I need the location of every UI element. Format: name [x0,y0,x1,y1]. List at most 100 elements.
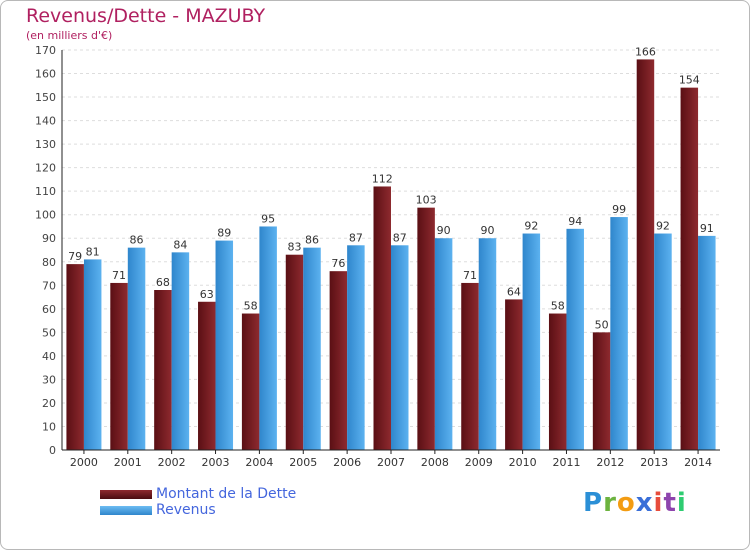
data-label-revenus: 92 [656,220,670,233]
x-tick-label: 2005 [289,456,317,469]
bar-revenus [303,247,321,450]
bar-dette [198,301,216,450]
x-tick-label: 2008 [421,456,449,469]
bars: 79 81718668846389589583867687112871039071… [66,45,716,450]
x-tick-label: 2004 [245,456,273,469]
logo-letter: P [583,488,604,518]
x-tick-label: 2006 [333,456,361,469]
x-tick-label: 2001 [114,456,142,469]
legend-label-revenus: Revenus [156,502,216,518]
data-label-revenus: 95 [261,212,275,225]
data-label-revenus: 84 [173,238,187,251]
bar-revenus [347,245,365,450]
data-label-revenus: 90 [437,224,451,237]
x-tick-label: 2011 [552,456,580,469]
y-tick-label: 10 [42,420,56,433]
y-tick-label: 20 [42,397,56,410]
data-label-revenus: 90 [480,224,494,237]
data-label-revenus: 91 [700,222,714,235]
data-label-revenus: 99 [612,203,626,216]
x-tick-label: 2014 [684,456,712,469]
bar-dette [505,299,523,450]
bar-revenus [610,217,628,450]
bar-revenus [127,247,146,450]
x-tick-label: 2002 [158,456,186,469]
y-tick-label: 30 [42,373,56,386]
bar-revenus [566,228,584,450]
bar-revenus [698,235,716,450]
bar-dette [417,207,435,450]
y-tick-label: 140 [35,115,56,128]
data-label-revenus: 89 [217,227,231,240]
y-tick-label: 0 [49,444,56,457]
y-tick-label: 150 [35,91,56,104]
data-label-dette: 103 [416,194,437,207]
y-tick-label: 170 [35,44,56,57]
data-label-dette: 58 [551,300,565,313]
data-label-dette: 64 [507,285,521,298]
data-label-revenus: 81 [86,245,100,258]
data-label-dette: 79 [68,250,82,263]
bar-dette [548,313,567,450]
bar-dette [636,59,655,450]
legend-swatch-dette [100,490,152,499]
bar-revenus [391,245,409,450]
data-label-dette: 154 [679,74,700,87]
bar-dette [329,271,348,450]
bar-revenus [171,252,190,450]
chart-title: Revenus/Dette - MAZUBY [26,5,266,27]
data-label-dette: 63 [200,288,214,301]
chart-subtitle: (en milliers d'€) [26,29,113,42]
data-label-dette: 71 [463,269,477,282]
data-label-dette: 50 [595,318,609,331]
bar-dette [154,290,172,450]
data-label-revenus: 86 [305,234,319,247]
x-axis: 2000 2001 2002 2003 2004 2005 2006 2007 2008 2009… [62,449,720,469]
data-label-dette: 58 [244,300,258,313]
y-tick-label: 160 [35,68,56,81]
x-tick-label: 2012 [596,456,624,469]
y-axis: 0 10 20 30 40 50 60 70 80 90 100 110 120 130 140 150 160… [35,44,63,457]
bar-revenus [215,240,234,450]
y-tick-label: 130 [35,138,56,151]
data-label-revenus: 94 [568,215,582,228]
y-tick-label: 80 [42,256,56,269]
data-label-revenus: 86 [130,234,144,247]
bar-revenus [434,238,453,450]
legend-swatch-revenus [100,506,152,515]
x-tick-label: 2013 [640,456,668,469]
y-tick-label: 120 [35,162,56,175]
data-label-dette: 83 [288,241,302,254]
bar-dette [285,254,304,450]
bar-dette [592,332,611,450]
bar-revenus [478,238,497,450]
y-tick-label: 100 [35,209,56,222]
logo-letter: r [603,488,617,518]
y-tick-label: 50 [42,326,56,339]
x-tick-label: 2009 [465,456,493,469]
x-tick-label: 2000 [70,456,98,469]
bar-dette [66,264,84,450]
x-tick-label: 2003 [202,456,230,469]
y-tick-label: 60 [42,303,56,316]
data-label-dette: 112 [372,172,393,185]
proxiti-logo: Proxiti [583,488,687,518]
legend-label-dette: Montant de la Dette [156,486,297,502]
bar-dette [680,87,699,450]
logo-letter: x [635,488,654,518]
logo-letter: i [676,488,687,518]
logo-letter: t [663,488,677,518]
data-label-revenus: 92 [524,220,538,233]
data-label-dette: 71 [112,269,126,282]
x-tick-label: 2010 [509,456,537,469]
bar-dette [241,313,260,450]
logo-letter: o [616,488,636,518]
data-label-revenus: 87 [349,231,363,244]
bar-revenus [83,259,102,450]
data-label-dette: 76 [331,257,345,270]
data-label-dette: 68 [156,276,170,289]
bar-dette [373,186,391,450]
bar-dette [461,282,479,450]
y-tick-label: 110 [35,185,56,198]
